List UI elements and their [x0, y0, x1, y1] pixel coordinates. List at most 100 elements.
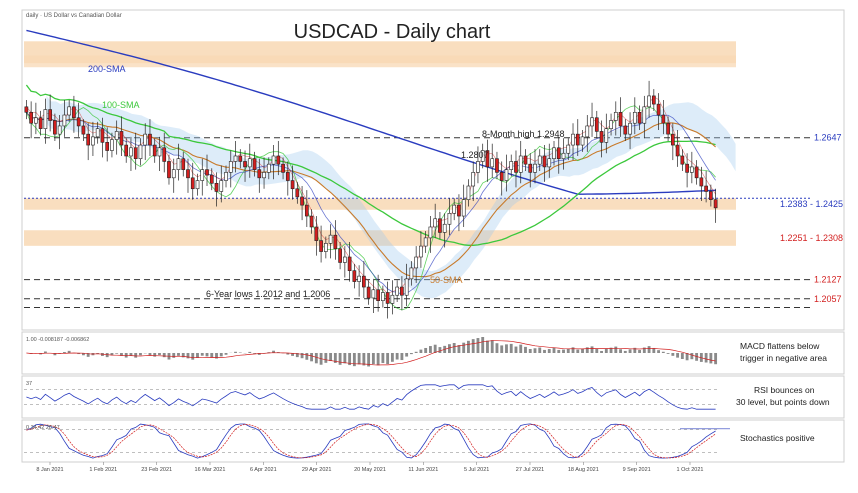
- candle-body: [613, 111, 618, 121]
- rsi-line: [26, 384, 716, 410]
- candle-body: [395, 286, 399, 296]
- candle-body: [157, 147, 162, 157]
- candle-body: [433, 218, 438, 228]
- cloud-layer: [46, 95, 736, 299]
- candle-body: [38, 117, 43, 129]
- x-tick-label: 23 Feb 2021: [141, 467, 172, 473]
- stoch-note: Stochastics positive: [740, 433, 815, 443]
- candle-body: [694, 166, 699, 179]
- candle-body: [252, 158, 257, 170]
- candle-body: [504, 169, 509, 181]
- candle-body: [247, 158, 252, 168]
- candle-body: [509, 161, 514, 170]
- candle-body: [480, 150, 485, 162]
- candle-body: [699, 177, 704, 187]
- candle-body: [143, 133, 148, 146]
- candle-body: [276, 155, 281, 165]
- annotation-6-year-lows: 6-Year lows 1.2012 and 1.2006: [206, 289, 330, 299]
- candle-body: [238, 155, 243, 162]
- x-tick-label: 11 Jun 2021: [408, 467, 438, 473]
- candle-body: [219, 180, 224, 192]
- candle-body: [328, 234, 333, 244]
- rsi-value-label: 37: [26, 381, 32, 387]
- macd-layer: 1.00 -0.008187 -0.006862 MACD flattens be…: [26, 337, 827, 367]
- candle-body: [404, 278, 409, 296]
- candle-body: [343, 256, 347, 263]
- candle-body: [24, 106, 29, 113]
- candle-body: [162, 147, 167, 162]
- candle-body: [214, 182, 219, 192]
- candle-body: [362, 275, 366, 288]
- zone-label-1-2251: 1.2251 - 1.2308: [780, 233, 843, 243]
- candle-body: [419, 245, 423, 258]
- candle-body: [29, 111, 33, 124]
- candle-body: [34, 117, 38, 124]
- candle-body: [561, 152, 566, 160]
- candle-body: [295, 188, 300, 198]
- candle-body: [414, 256, 419, 269]
- stoch-k-line: [26, 423, 716, 459]
- candle-body: [176, 158, 181, 170]
- candle-body: [447, 213, 452, 225]
- candle-body: [209, 174, 214, 184]
- candle-body: [105, 142, 110, 151]
- candle-body: [233, 155, 238, 162]
- eight-month-high-zone: [24, 55, 736, 68]
- candle-body: [628, 122, 632, 135]
- candle-body: [623, 125, 628, 135]
- candle-body: [485, 150, 490, 168]
- candle-body: [556, 147, 561, 160]
- macd-values-label: 1.00 -0.008187 -0.006862: [26, 337, 89, 343]
- x-tick-label: 8 Jan 2021: [36, 467, 63, 473]
- candle-body: [457, 204, 461, 217]
- candle-body: [518, 155, 523, 173]
- candle-body: [352, 270, 357, 282]
- candle-body: [309, 215, 314, 228]
- stoch-values-label: 0 34.42 28.47: [26, 425, 60, 431]
- x-tick-label: 29 Apr 2021: [302, 467, 332, 473]
- candle-body: [537, 155, 542, 165]
- candle-body: [357, 275, 361, 282]
- candle-body: [152, 144, 157, 157]
- rsi-layer: 37 RSI bounces on 30 level, but points dow…: [24, 381, 830, 410]
- zones-layer: [24, 41, 736, 246]
- label-50-sma: 50-SMA: [430, 275, 463, 285]
- x-tick-label: 27 Jul 2021: [516, 467, 544, 473]
- tenkan-line: [26, 96, 716, 294]
- candle-body: [67, 106, 72, 116]
- candle-body: [323, 243, 328, 252]
- zone-label-1-2383: 1.2383 - 1.2425: [780, 199, 843, 209]
- x-tick-label: 16 Mar 2021: [195, 467, 226, 473]
- candle-body: [376, 289, 380, 301]
- macd-note-line2: trigger in negative area: [740, 353, 827, 363]
- candle-body: [647, 95, 651, 108]
- candle-body: [62, 114, 67, 127]
- candle-body: [314, 226, 319, 241]
- candle-body: [461, 199, 466, 217]
- candle-body: [675, 144, 680, 157]
- candle-body: [632, 111, 637, 124]
- macd-note-line1: MACD flattens below: [740, 341, 820, 351]
- candle-body: [228, 161, 233, 173]
- candle-body: [76, 117, 81, 127]
- x-tick-label: 18 Aug 2021: [568, 467, 599, 473]
- sma-200-line: [26, 29, 716, 195]
- candle-body: [347, 256, 352, 271]
- candle-body: [523, 155, 528, 165]
- ichimoku-cloud: [46, 95, 736, 299]
- candle-body: [171, 169, 176, 179]
- candle-body: [452, 204, 457, 214]
- sma-50-line: [25, 111, 716, 278]
- candle-body: [713, 199, 718, 209]
- candle-body: [285, 172, 290, 181]
- candle-body: [490, 158, 495, 168]
- candle-body: [53, 120, 57, 135]
- candle-body: [642, 106, 647, 124]
- x-tick-label: 1 Feb 2021: [89, 467, 117, 473]
- annotation-8-month-high: 8-Month high 1.2948: [482, 129, 565, 139]
- candle-body: [542, 155, 547, 168]
- x-tick-label: 9 Sep 2021: [623, 467, 651, 473]
- label-200-sma: 200-SMA: [88, 64, 126, 74]
- stoch-layer: 0 34.42 28.47 Stochastics positive: [24, 423, 815, 459]
